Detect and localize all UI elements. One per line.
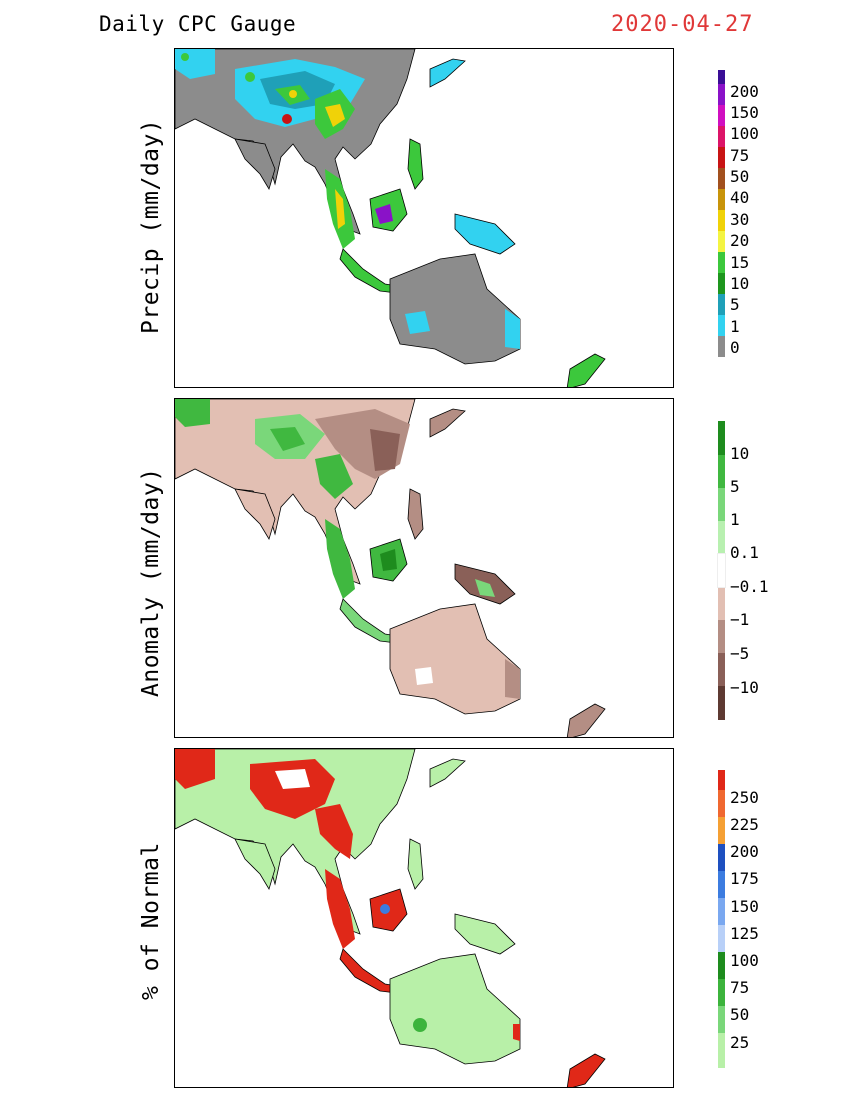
precip-tick: 200 [730, 82, 759, 101]
anomaly-tick: 5 [730, 477, 740, 496]
chart-title: Daily CPC Gauge [99, 12, 297, 36]
precip-ylabel: Precip (mm/day) [138, 118, 164, 334]
precip-colorbar [718, 70, 725, 357]
anomaly-tick: 0.1 [730, 543, 759, 562]
percent-map-panel [174, 748, 674, 1088]
precip-tick: 1 [730, 317, 740, 336]
percent-tick: 75 [730, 978, 750, 997]
anomaly-tick: −0.1 [730, 577, 769, 596]
anomaly-tick: −1 [730, 610, 750, 629]
precip-tick: 100 [730, 124, 759, 143]
precip-map [175, 49, 606, 387]
precip-tick: 20 [730, 231, 750, 250]
percent-tick: 150 [730, 897, 759, 916]
percent-tick: 125 [730, 924, 759, 943]
anomaly-colorbar [717, 421, 726, 720]
precip-tick: 50 [730, 167, 750, 186]
percent-tick: 100 [730, 951, 759, 970]
anomaly-tick: 10 [730, 444, 750, 463]
precip-map-panel [174, 48, 674, 388]
percent-tick: 50 [730, 1005, 750, 1024]
precip-tick: 150 [730, 103, 759, 122]
anomaly-map [175, 399, 606, 737]
percent-tick: 225 [730, 815, 759, 834]
anomaly-ylabel: Anomaly (mm/day) [138, 467, 164, 697]
precip-tick: 75 [730, 146, 750, 165]
precip-tick: 5 [730, 295, 740, 314]
precip-tick: 0 [730, 338, 740, 357]
precip-tick: 15 [730, 253, 750, 272]
percent-tick: 250 [730, 788, 759, 807]
anomaly-tick: 1 [730, 510, 740, 529]
percent-map [175, 749, 606, 1087]
percent-tick: 175 [730, 869, 759, 888]
percent-tick: 25 [730, 1033, 750, 1052]
date-label: 2020-04-27 [611, 12, 754, 37]
precip-tick: 30 [730, 210, 750, 229]
anomaly-tick: −10 [730, 678, 759, 697]
precip-tick: 40 [730, 188, 750, 207]
precip-tick: 10 [730, 274, 750, 293]
percent-tick: 200 [730, 842, 759, 861]
anomaly-tick: −5 [730, 644, 750, 663]
percent-colorbar [718, 770, 725, 1068]
percent-ylabel: % of Normal [138, 842, 164, 1000]
anomaly-map-panel [174, 398, 674, 738]
